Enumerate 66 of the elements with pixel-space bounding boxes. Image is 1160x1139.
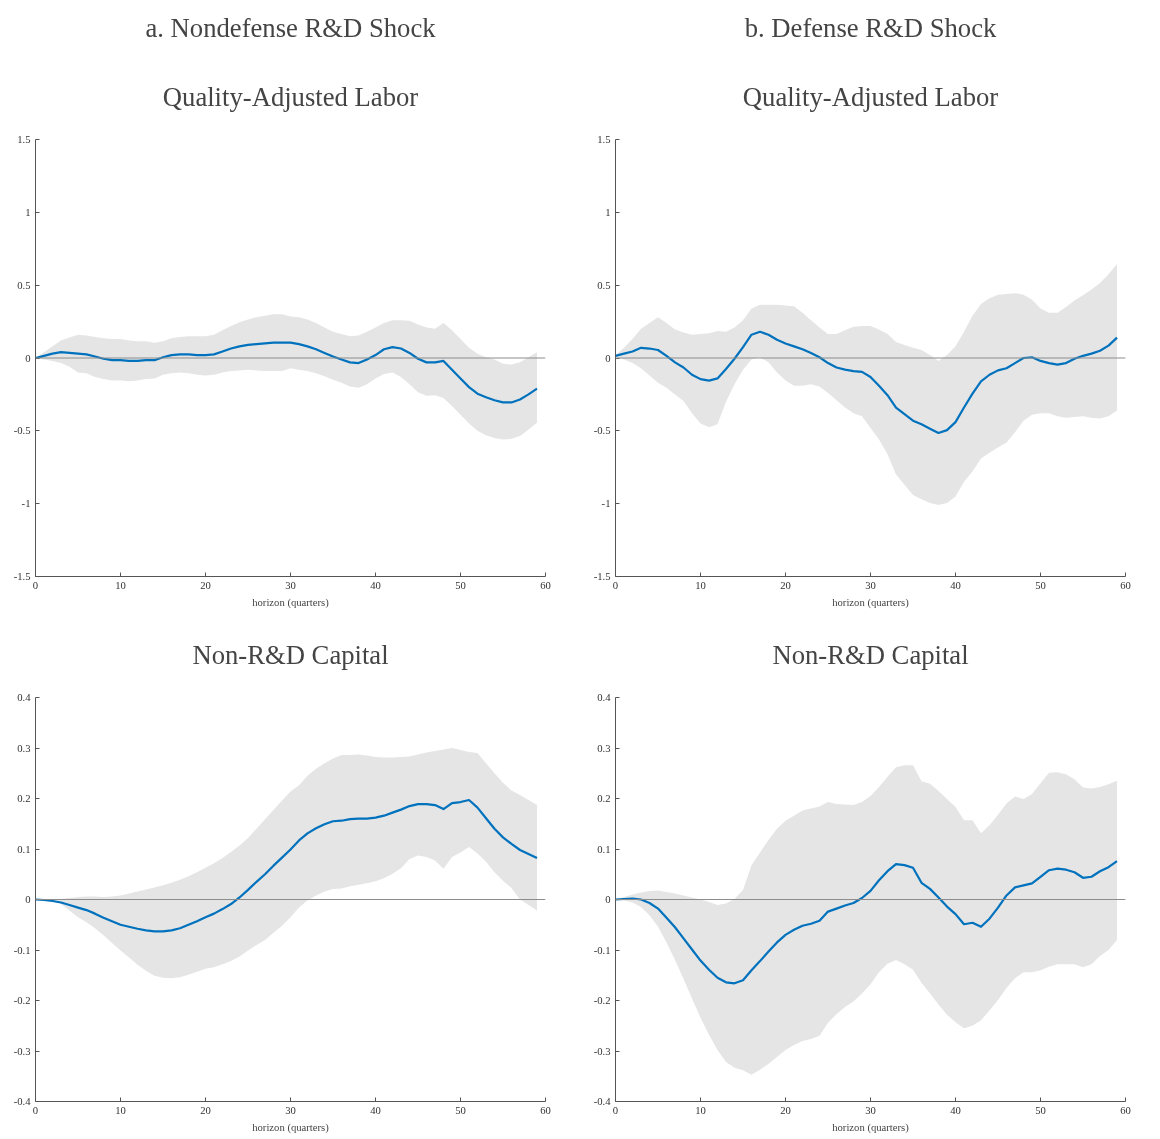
y-tick-label: -0.4 (593, 1096, 612, 1107)
y-tick-label: -0.3 (593, 1045, 611, 1057)
y-tick-label: 1 (25, 206, 31, 218)
y-tick-label: -0.1 (13, 944, 31, 956)
x-tick-label: 20 (200, 579, 211, 591)
x-tick-label: 30 (285, 1104, 296, 1116)
x-tick-label: 50 (455, 579, 466, 591)
y-tick-label: -0.5 (13, 425, 31, 437)
x-tick-label: 20 (200, 1104, 211, 1116)
x-tick-label: 30 (865, 579, 876, 591)
x-tick-label: 50 (1035, 1104, 1046, 1116)
x-tick-label: 40 (950, 1104, 961, 1116)
y-tick-label: 0.5 (597, 279, 611, 291)
x-tick-label: 50 (1035, 579, 1046, 591)
y-tick-label: 1.5 (17, 134, 31, 145)
x-tick-label: 20 (780, 579, 791, 591)
y-tick-label: -0.3 (13, 1045, 31, 1057)
x-tick-label: 30 (865, 1104, 876, 1116)
y-tick-label: 0.4 (597, 692, 612, 703)
x-axis-title: horizon (quarters) (252, 1121, 330, 1134)
x-tick-label: 60 (540, 1104, 551, 1116)
y-tick-label: 0.2 (597, 793, 611, 804)
y-tick-label: -1 (601, 498, 611, 510)
y-tick-label: 1 (605, 206, 611, 218)
y-tick-label: 0.1 (597, 843, 611, 855)
y-tick-label: -1.5 (13, 571, 31, 582)
chart-subtitle: Quality-Adjusted Labor (742, 82, 999, 112)
y-tick-label: 0 (605, 352, 611, 364)
chart-title: b. Defense R&D Shock (744, 12, 998, 43)
y-tick-label: -0.2 (13, 995, 31, 1006)
x-tick-label: 60 (540, 579, 551, 591)
y-tick-label: 0.4 (17, 692, 32, 703)
y-tick-label: 0.3 (17, 742, 31, 754)
x-tick-label: 50 (455, 1104, 466, 1116)
x-axis-title: horizon (quarters) (832, 596, 910, 609)
x-tick-label: 30 (285, 579, 296, 591)
y-tick-label: 0.3 (597, 742, 611, 754)
chart-title: Non-R&D Capital (772, 640, 969, 670)
y-tick-label: -0.1 (593, 944, 611, 956)
y-tick-label: 0 (605, 894, 611, 905)
y-tick-label: 0.1 (17, 843, 31, 855)
x-tick-label: 10 (695, 1104, 706, 1116)
chart-title: Non-R&D Capital (192, 640, 389, 670)
x-tick-label: 40 (370, 1104, 381, 1116)
y-tick-label: -0.5 (593, 425, 611, 437)
x-tick-label: 10 (695, 579, 706, 591)
x-tick-label: 60 (1120, 1104, 1131, 1116)
y-tick-label: -1.5 (593, 571, 611, 582)
y-tick-label: 0 (25, 352, 31, 364)
y-tick-label: -1 (21, 498, 31, 510)
y-tick-label: -0.4 (13, 1096, 32, 1107)
x-tick-label: 60 (1120, 579, 1131, 591)
y-tick-label: 1.5 (597, 134, 611, 145)
x-tick-label: 10 (115, 579, 126, 591)
x-tick-label: 10 (115, 1104, 126, 1116)
x-axis-title: horizon (quarters) (832, 1121, 910, 1134)
x-tick-label: 40 (370, 579, 381, 591)
chart-subtitle: Quality-Adjusted Labor (162, 82, 419, 112)
x-tick-label: 40 (950, 579, 961, 591)
y-tick-label: 0.5 (17, 279, 31, 291)
x-tick-label: 20 (780, 1104, 791, 1116)
x-axis-title: horizon (quarters) (252, 596, 330, 609)
y-tick-label: 0.2 (17, 793, 31, 804)
chart-title: a. Nondefense R&D Shock (145, 12, 437, 43)
y-tick-label: -0.2 (593, 995, 611, 1006)
y-tick-label: 0 (25, 894, 31, 905)
